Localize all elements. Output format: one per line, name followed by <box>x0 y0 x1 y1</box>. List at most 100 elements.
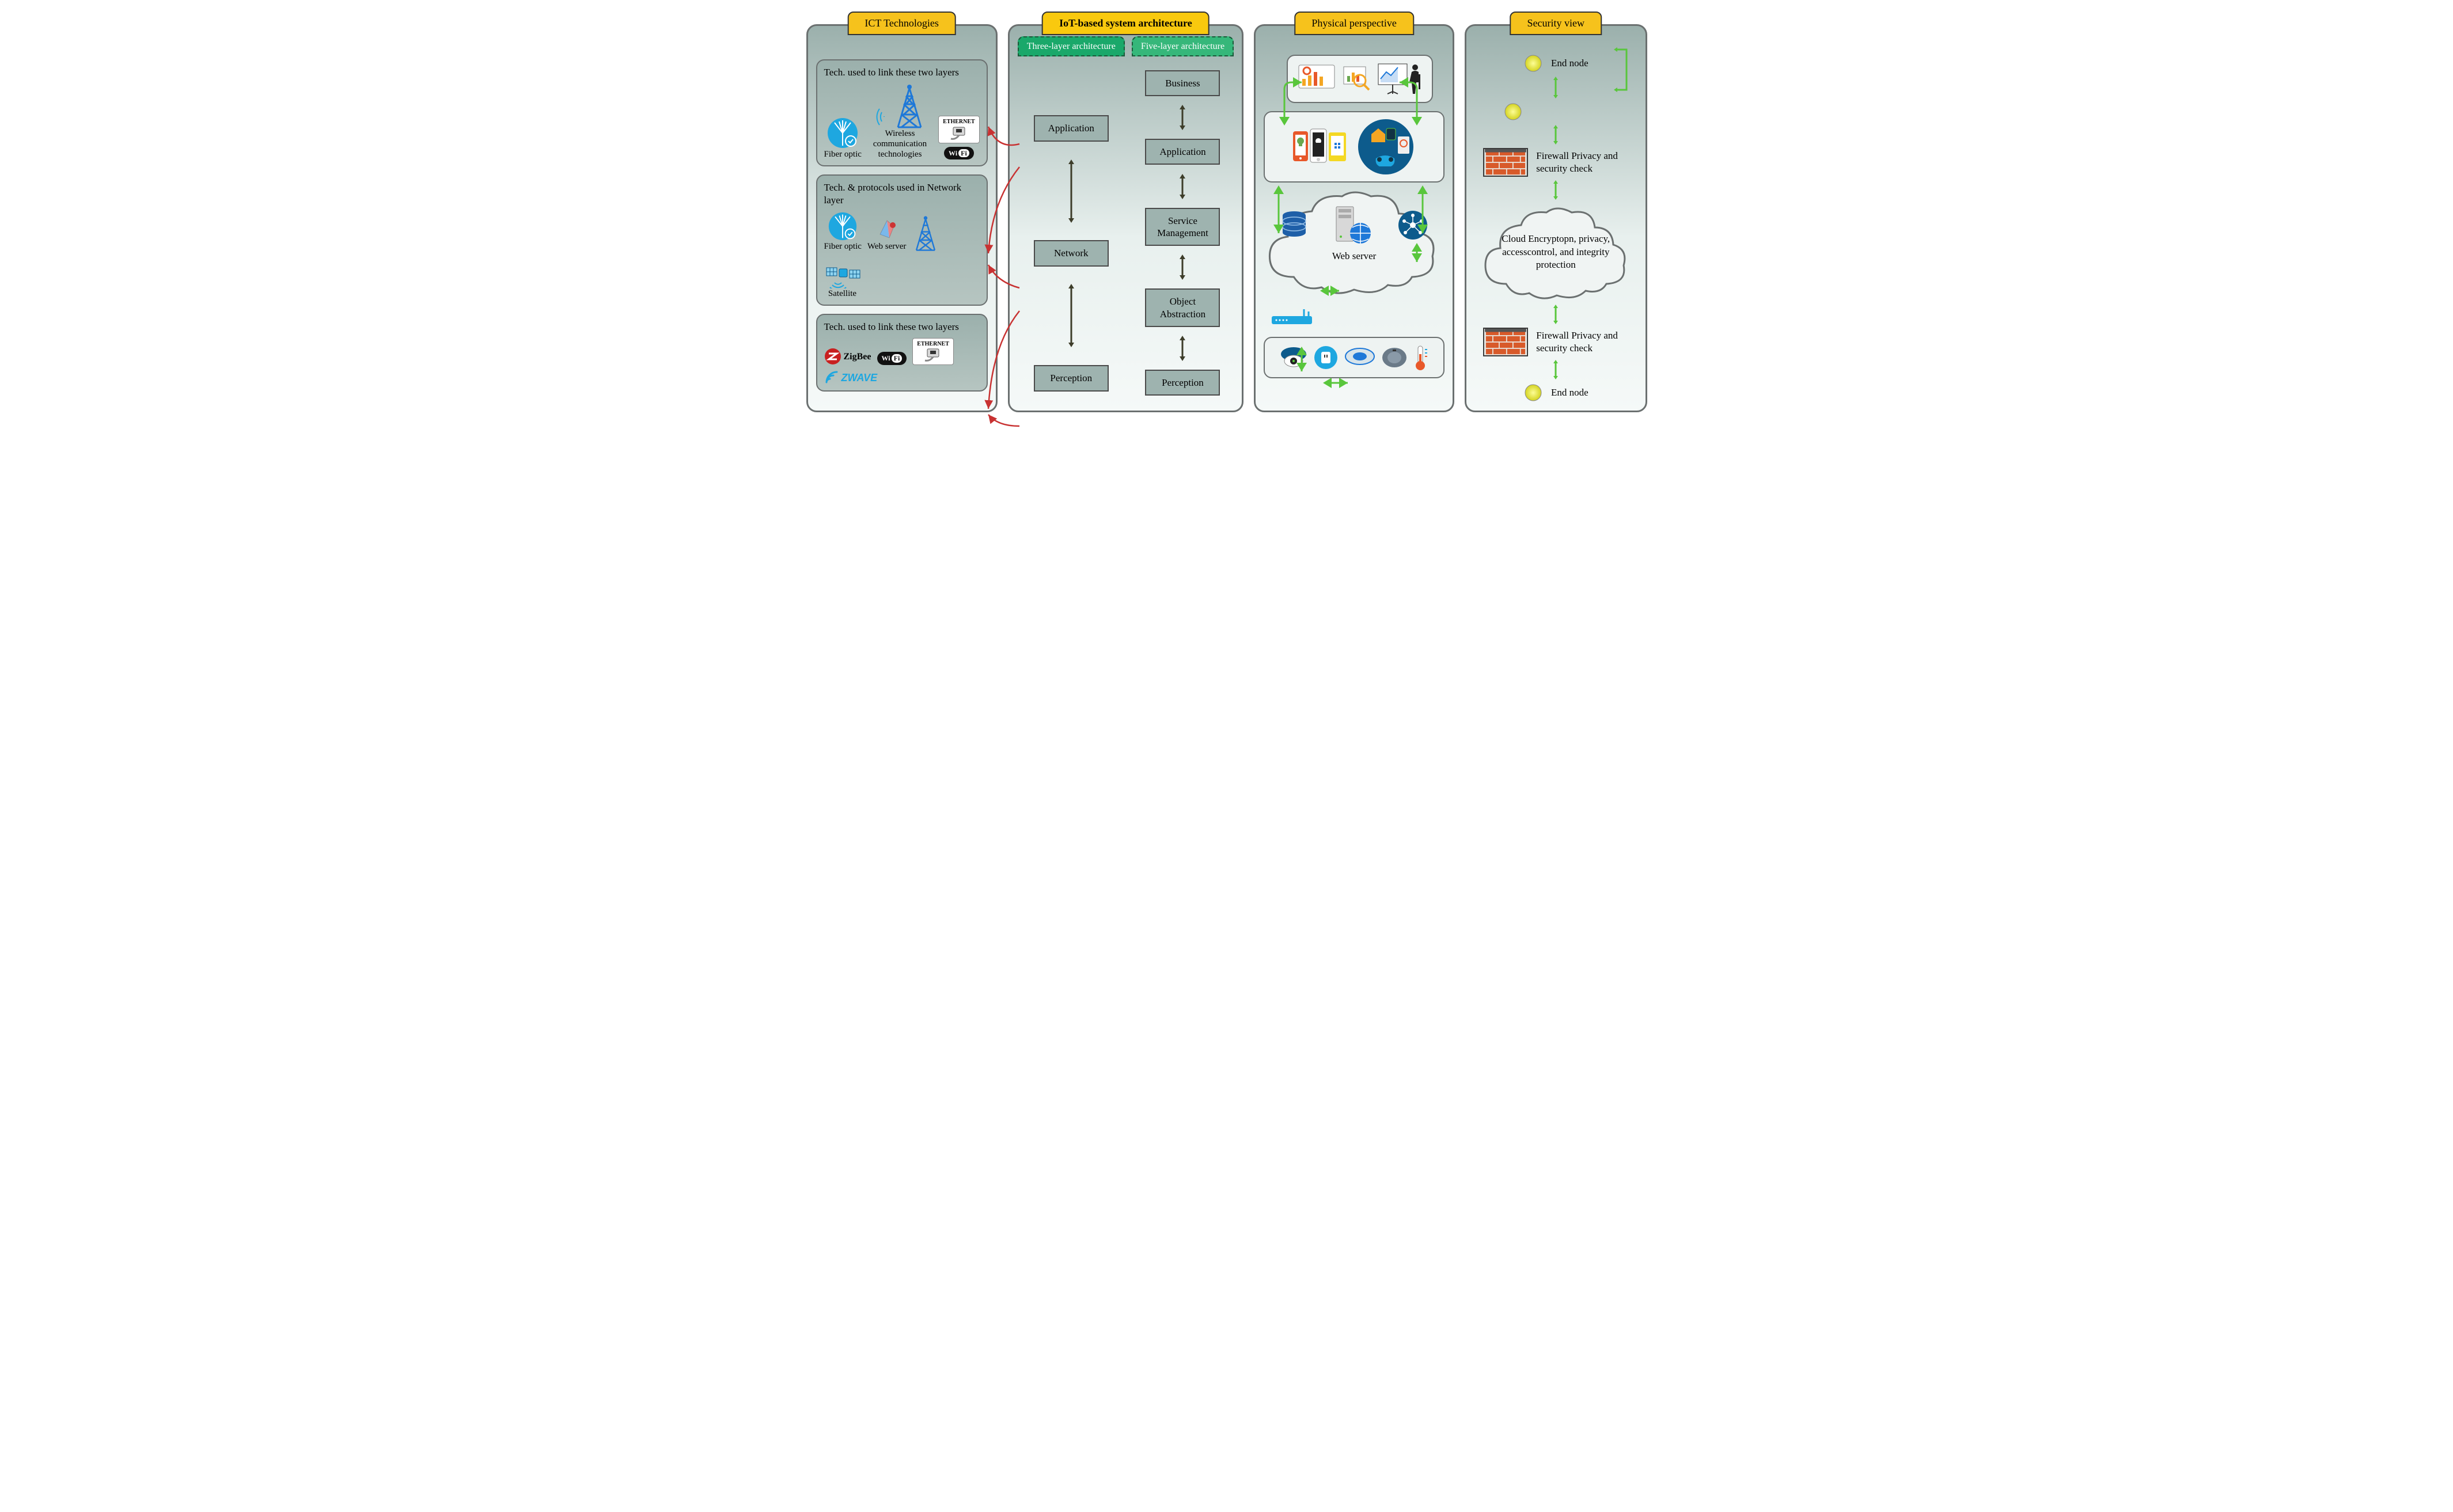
end-node-icon <box>1523 383 1543 402</box>
wifi-icon: Wi <box>949 149 957 157</box>
router-icon <box>1269 308 1321 329</box>
arch3-layer-2-label: Perception <box>1050 373 1092 383</box>
zigbee-label: ZigBee <box>844 351 871 362</box>
l: Object Abstraction <box>1160 296 1205 319</box>
wifi-badge: WiFi <box>944 147 974 159</box>
iot-architecture-diagram: ICT Technologies Tech. used to link thes… <box>806 12 1647 412</box>
arch-five-layer: Five-layer architecture Business Applica… <box>1132 36 1234 402</box>
arch3-layer-2: Perception <box>1034 365 1109 391</box>
tab-physical: Physical perspective <box>1294 12 1413 35</box>
phys-devices <box>1264 111 1444 183</box>
green-side-link <box>1615 45 1632 97</box>
phys-analytics <box>1287 55 1433 103</box>
column-arch: IoT-based system architecture Three-laye… <box>1008 12 1243 412</box>
arch3-layer-0: Application <box>1034 115 1109 141</box>
ethernet-chip-2: ETHERNET <box>915 340 951 348</box>
firewall-icon <box>1483 328 1528 356</box>
security-flow: End node Firewall Privacy and security c… <box>1474 43 1637 402</box>
sec-firewall-1: Firewall Privacy and security check <box>1474 328 1637 356</box>
fiber-optic: Fiber optic <box>824 117 862 159</box>
column-ict-body: Tech. used to link these two layers Fibe… <box>806 24 998 412</box>
sec-node-1 <box>1474 102 1637 121</box>
sec-cloud-label: Cloud Encryptopn, privacy, accesscontrol… <box>1491 233 1620 272</box>
arch5-tab-label: Five-layer architecture <box>1141 41 1224 51</box>
arch3-layer-0-label: Application <box>1048 123 1094 134</box>
smoke-detector-icon <box>1344 347 1375 368</box>
arrow-v-icon <box>1178 105 1187 130</box>
tab-arch-label: IoT-based system architecture <box>1059 17 1192 29</box>
wifi-badge-2: WiFi <box>877 352 907 365</box>
wireless-comm: Wireless communication technologies <box>867 83 932 159</box>
server-globe-icon <box>1333 203 1373 247</box>
l: Business <box>1165 78 1200 89</box>
end-node-icon <box>1503 102 1523 121</box>
phys-sensors <box>1264 337 1444 378</box>
sec-firewall-0: Firewall Privacy and security check <box>1474 148 1637 177</box>
arch5-layer-3: Object Abstraction <box>1145 288 1220 327</box>
ict-panel-1-title: Tech. & protocols used in Network layer <box>824 181 980 207</box>
arrow-v-icon <box>1067 159 1076 223</box>
tab-ict: ICT Technologies <box>847 12 956 35</box>
end-node-icon <box>1523 54 1543 73</box>
ict-panel-1-icons: Fiber optic Web server Satellite <box>824 211 980 299</box>
motion-sensor-icon <box>1381 346 1408 369</box>
arch5-layer-1: Application <box>1145 139 1220 165</box>
wireless-tower-icon <box>892 83 927 128</box>
arrow-v-icon <box>1067 284 1076 347</box>
column-security: Security view End node Firewall Privacy … <box>1465 12 1647 412</box>
thermometer-icon <box>1413 344 1428 371</box>
dashboard-icon <box>1296 63 1337 95</box>
arch3-layer-1-label: Network <box>1054 248 1088 259</box>
smartphones-icon <box>1291 127 1348 167</box>
ict-panel-1: Tech. & protocols used in Network layer … <box>816 174 988 306</box>
network-hub-icon <box>1397 210 1428 241</box>
l: Application <box>1159 146 1205 157</box>
zigbee-icon <box>824 348 841 365</box>
smart-things-icon <box>1354 118 1417 176</box>
sec-node-0: End node <box>1474 54 1637 73</box>
camera-icon <box>1280 346 1307 369</box>
fiber-optic-2: Fiber optic <box>824 211 862 252</box>
arch5-stack: Business Application Service Management … <box>1132 63 1234 402</box>
ict-panel-2: Tech. used to link these two layers ZigB… <box>816 314 988 392</box>
sec-node-0-label: End node <box>1551 57 1588 70</box>
sec-firewall-0-label: Firewall Privacy and security check <box>1536 150 1628 175</box>
phys-cloud: Web server <box>1264 191 1444 300</box>
fiber-optic-2-label: Fiber optic <box>824 241 862 252</box>
ict-panel-0-title: Tech. used to link these two layers <box>824 66 980 79</box>
ict-panel-2-title: Tech. used to link these two layers <box>824 321 980 333</box>
ethernet-chip: ETHERNET <box>941 118 977 126</box>
arch5-layer-2: Service Management <box>1145 208 1220 246</box>
column-ict: ICT Technologies Tech. used to link thes… <box>806 12 998 412</box>
ict-panel-0: Tech. used to link these two layers Fibe… <box>816 59 988 166</box>
arrow-green-v <box>1551 360 1560 379</box>
web-server-icon <box>875 218 898 241</box>
arrow-v-icon <box>1178 336 1187 361</box>
web-server-cell: Web server <box>867 218 907 252</box>
arrow-green-v <box>1551 305 1560 324</box>
arrow-green-v <box>1551 125 1560 145</box>
magnifier-chart-icon <box>1343 64 1371 93</box>
database-icon <box>1280 210 1309 241</box>
wireless-comm-label: Wireless communication technologies <box>867 128 932 159</box>
zwave-cell: ZWAVE <box>824 371 980 385</box>
tower-2 <box>912 215 939 252</box>
satellite-cell: Satellite <box>824 257 861 299</box>
fiber-optic-icon <box>828 211 858 241</box>
web-server-label: Web server <box>1332 250 1377 262</box>
satellite-label: Satellite <box>828 288 856 299</box>
cloud-content: Web server <box>1272 203 1436 262</box>
arch5-layer-4: Perception <box>1145 370 1220 396</box>
arch5-tab: Five-layer architecture <box>1132 36 1234 56</box>
column-physical: Physical perspective <box>1254 12 1454 412</box>
arch3-layer-1: Network <box>1034 240 1109 266</box>
tab-ict-label: ICT Technologies <box>865 17 939 29</box>
column-arch-body: Three-layer architecture Application Net… <box>1008 24 1243 412</box>
sec-node-2-label: End node <box>1551 386 1588 399</box>
ict-panel-0-icons: Fiber optic Wireless communication techn… <box>824 83 980 159</box>
zigbee-cell: ZigBee <box>824 348 871 365</box>
ethernet-icon <box>949 126 969 141</box>
zwave-label: ZWAVE <box>841 372 878 385</box>
eth-wifi-group: ETHERNET WiFi <box>938 116 980 159</box>
column-physical-body: Web server <box>1254 24 1454 412</box>
